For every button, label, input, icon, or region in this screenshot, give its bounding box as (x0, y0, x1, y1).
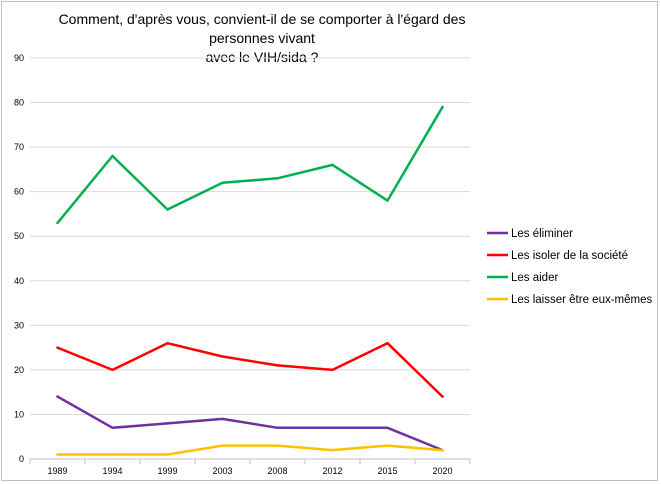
data-point-2-2012 (331, 163, 334, 167)
x-axis-tick-labels: 1989 1994 1999 2003 2008 2012 2015 2020 (47, 466, 452, 476)
y-tick-label-60: 60 (14, 187, 24, 197)
x-tick-label-2020: 2020 (432, 466, 452, 476)
y-axis-tick-labels: 0 10 20 30 40 50 60 70 80 90 (14, 53, 24, 464)
data-point-1-2015 (386, 341, 389, 345)
y-tick-label-50: 50 (14, 231, 24, 241)
y-tick-label-20: 20 (14, 365, 24, 375)
series-line-3 (56, 444, 444, 456)
series-line-0 (56, 395, 444, 452)
chart-title: Comment, d'après vous, convient-il de se… (58, 11, 466, 65)
data-point-0-1999 (166, 422, 169, 425)
y-tick-label-40: 40 (14, 276, 24, 286)
x-tick-label-1989: 1989 (47, 466, 67, 476)
data-point-1-2012 (331, 368, 334, 372)
series-line-2 (56, 105, 444, 225)
y-tick-label-30: 30 (14, 320, 24, 330)
data-point-2-2015 (386, 199, 389, 202)
x-tick-label-2003: 2003 (212, 466, 232, 476)
data-point-3-2012 (331, 448, 334, 452)
data-point-2-2020 (441, 105, 444, 109)
legend-label-2: Les aider (511, 272, 558, 284)
x-tick-label-2008: 2008 (267, 466, 287, 476)
y-tick-label-70: 70 (14, 142, 24, 152)
data-point-0-2008 (276, 426, 279, 430)
data-point-0-2003 (221, 417, 224, 421)
data-point-1-1989 (56, 346, 59, 349)
y-tick-label-80: 80 (14, 98, 24, 108)
data-point-1-2003 (221, 355, 224, 358)
legend-label-0: Les éliminer (511, 228, 573, 240)
data-point-2-1994 (111, 154, 114, 158)
data-point-1-2020 (441, 395, 444, 398)
data-point-0-2015 (386, 426, 389, 430)
data-point-3-2015 (386, 444, 389, 447)
y-tick-label-0: 0 (19, 454, 24, 464)
data-point-3-2008 (276, 444, 279, 447)
data-point-3-1994 (111, 453, 114, 456)
data-point-1-1999 (166, 341, 169, 345)
x-tick-label-1999: 1999 (157, 466, 177, 476)
data-point-2-2008 (276, 177, 279, 180)
gridlines (30, 57, 470, 415)
x-tick-label-2015: 2015 (377, 466, 397, 476)
legend: Les éliminer Les isoler de la société Les … (487, 228, 652, 306)
data-point-3-2003 (221, 444, 224, 447)
data-point-2-2003 (221, 181, 224, 184)
legend-label-3: Les laisser être eux-mêmes (511, 294, 652, 306)
x-tick-label-2012: 2012 (322, 466, 342, 476)
data-point-3-1999 (166, 453, 169, 456)
data-point-0-2012 (331, 426, 334, 430)
x-axis (29, 458, 471, 464)
data-point-1-1994 (111, 368, 114, 372)
data-point-2-1989 (56, 221, 59, 225)
y-tick-label-10: 10 (14, 409, 24, 419)
data-point-1-2008 (276, 364, 279, 367)
data-point-0-1989 (56, 395, 59, 398)
x-tick-label-1994: 1994 (102, 466, 122, 476)
legend-label-1: Les isoler de la société (511, 250, 628, 262)
y-tick-label-90: 90 (14, 53, 24, 63)
data-point-2-1999 (166, 208, 169, 211)
data-point-3-2020 (441, 448, 444, 452)
data-point-0-1994 (111, 426, 114, 430)
data-point-3-1989 (56, 453, 59, 456)
series-lines (56, 105, 444, 456)
series-line-1 (56, 341, 444, 398)
